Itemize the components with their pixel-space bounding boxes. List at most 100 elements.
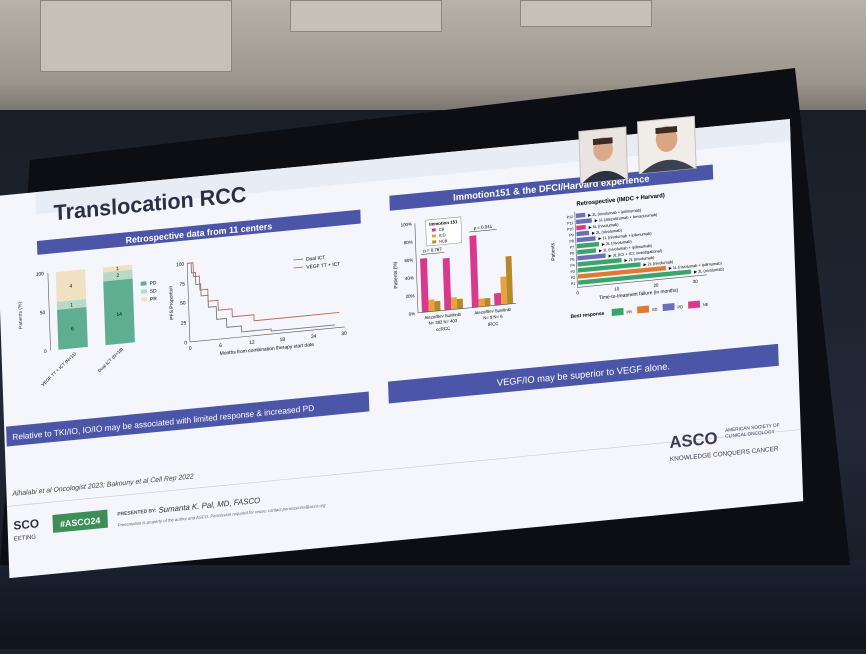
km-curve-dual-ict: [187, 262, 335, 333]
floor: [0, 560, 866, 649]
bar2-segment-pd: [103, 278, 135, 346]
swimmer-bar: [576, 236, 596, 243]
swimmer-bar: [577, 248, 597, 255]
km-ytick: 75: [179, 281, 185, 288]
swimmer-bar: [576, 218, 592, 225]
ceiling-panel: [290, 0, 442, 32]
swimmer-xtick: 0: [576, 290, 579, 295]
bar2-bar: [494, 292, 502, 306]
swimmer-row-label: ▶ 2L (nivolumab + ipilimumab): [588, 207, 642, 217]
bar2-bar: [442, 257, 452, 311]
km-ylabel: PFS Proportion: [168, 285, 175, 320]
bar2-bar: [484, 297, 491, 307]
speaker-photo: [636, 115, 697, 175]
swimmer-row-label: ▶ 1L (atezolizumab + bevacizumab): [595, 212, 658, 223]
swimmer-bar: [576, 230, 590, 237]
best-response-label: Best response: [570, 311, 604, 320]
bar2-ytick: 20%: [406, 293, 415, 299]
bar2-ytick: 80%: [404, 239, 413, 245]
asco-logo: ASCO: [669, 428, 718, 452]
asco-society-line: AMERICAN SOCIETY OF: [725, 423, 780, 434]
response-legend: NE: [703, 302, 709, 308]
km-xtick: 18: [279, 337, 285, 344]
swimmer-row-label: ▶ 6L (nivolumab): [589, 222, 620, 230]
km-curve-vegf-ict: [187, 262, 340, 322]
bar2-bar: [478, 298, 485, 307]
swimmer-row-label: ▶ 2L (nivolumab): [624, 255, 655, 263]
bar2-bar: [505, 255, 514, 305]
asco-left-logo: SCO: [13, 516, 39, 533]
bar1-ytick: 100: [36, 271, 45, 278]
swimmer-row-label: ▶ 2L (nivolumab): [694, 266, 725, 274]
swimmer-bar: [576, 241, 599, 249]
bar2-ytick: 0%: [409, 311, 416, 317]
bar2-group-label: Atezo/Bev Sunitinib: [474, 307, 511, 316]
km-xtick: 24: [311, 334, 317, 341]
bar1-legend-sd: SD: [150, 288, 157, 295]
swimmer-patient-label: P7: [570, 245, 574, 249]
response-legend: PD: [677, 304, 683, 310]
bar2-category: ccRCC: [436, 326, 451, 332]
bar1-ytick: 0: [44, 349, 47, 355]
swimmer-row-label: ▶ 3L (ICI + ICI; investigational): [608, 248, 662, 258]
bar2-bar: [456, 298, 464, 310]
bar2-bar: [434, 300, 441, 312]
swimmer-bar: [577, 257, 622, 267]
bar2-pvalue: p = 0.767: [423, 247, 442, 254]
ceiling-panel: [40, 0, 232, 72]
swimmer-patient-label: P11: [567, 221, 573, 226]
bar2-bar: [428, 299, 435, 312]
bar1-legend-pr: PR: [150, 296, 157, 303]
swimmer-patient-label: P4: [570, 263, 574, 267]
bar1-legend-pd: PD: [149, 280, 156, 287]
bar2-legend-item: CB: [439, 226, 445, 232]
swimmer-row-label: ▶ 1L (nivolumab + ipilimumab): [599, 243, 653, 253]
right-banner: [389, 164, 714, 211]
swimmer-row-label: ▶ 2L (nivolumab): [592, 227, 623, 235]
swimmer-bar: [576, 224, 586, 231]
bar1-seg-label: 1: [70, 302, 73, 308]
km-ytick: 25: [181, 320, 187, 327]
slide-content: Translocation RCC Retrospective data fro…: [0, 115, 804, 579]
bar1-segment-sd: [56, 299, 87, 310]
left-banner: [36, 209, 361, 255]
km-ytick: 50: [180, 300, 186, 307]
swimmer-row-label: ▶ 2L (nivolumab): [643, 259, 674, 267]
swimmer-xtick: 10: [614, 286, 620, 292]
bar2-group-n: N= 9 N= 6: [483, 314, 503, 321]
bar1-segment-pr: [55, 269, 87, 302]
km-xtick: 12: [249, 340, 255, 347]
swimmer-ylabel: Patients: [550, 242, 557, 261]
bar2-legend-item: ICD: [439, 232, 446, 238]
swimmer-patient-label: P12: [567, 215, 573, 220]
bar2-ytick: 100%: [401, 222, 412, 228]
bar2-segment-pr: [102, 264, 133, 273]
swimmer-patient-label: P2: [571, 276, 575, 280]
bar1-ylabel: Patients (%): [17, 301, 24, 329]
hashtag: #ASCO24: [60, 515, 101, 529]
swimmer-patient-label: P10: [567, 227, 573, 232]
swimmer-bar: [577, 265, 666, 279]
km-ytick: 100: [176, 262, 185, 269]
km-legend: Dual ICT: [306, 255, 325, 263]
bar2-ytick: 60%: [404, 257, 413, 263]
bar2-legend-box: [425, 216, 463, 247]
swimmer-patient-label: P5: [570, 257, 574, 261]
bar2-legend-item: NCB: [439, 238, 448, 244]
bar2-seg-label: 1: [116, 266, 119, 272]
bar2-bar: [469, 235, 479, 308]
swimmer-row-label: ▶ 1L (nivolumab + ipilimumab): [598, 231, 652, 241]
bar2-segment-sd: [102, 269, 133, 282]
response-legend: SD: [652, 307, 658, 313]
bar1-seg-label: 4: [70, 283, 73, 289]
left-conclusion-box: [6, 391, 370, 447]
swimmer-xtick: 30: [693, 279, 699, 285]
bar2-group-label: Atezo/Bev Sunitinib: [424, 312, 461, 321]
bar1-ytick: 50: [40, 310, 46, 317]
bar2-legend-title: Immotion 151: [429, 219, 458, 227]
bar2-seg-label: 14: [116, 312, 122, 319]
km-xtick: 6: [219, 343, 222, 349]
swimmer-bar: [578, 269, 692, 285]
swimmer-patient-label: P1: [571, 282, 575, 286]
